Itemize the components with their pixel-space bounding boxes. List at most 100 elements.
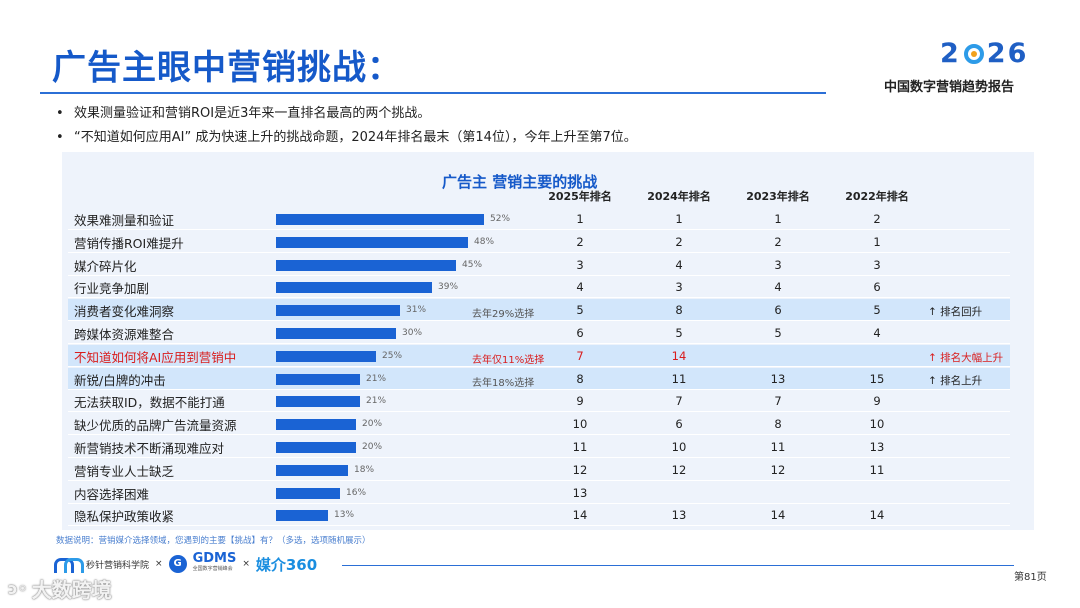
chart-row: 新营销技术不断涌现难应对 20% 11 10 11 13 — [68, 436, 1010, 458]
row-label: 效果难测量和验证 — [74, 213, 175, 228]
row-label: 营销传播ROI难提升 — [74, 235, 184, 251]
row-label: 新锐/白牌的冲击 — [74, 372, 166, 388]
rank-cell: 6 — [675, 417, 683, 432]
row-divider — [68, 457, 1010, 458]
rank-cell: 4 — [576, 280, 584, 295]
report-name: 中国数字营销趋势报告 — [884, 80, 1015, 95]
bar-value-label: 52% — [490, 214, 511, 224]
rank-cell: 8 — [774, 417, 782, 432]
rank-cell: 1 — [675, 212, 683, 226]
bar-value-label: 13% — [334, 510, 355, 521]
times-sign: × — [242, 559, 250, 569]
chart-row: 不知道如何将AI应用到营销中 25% 去年仅11%选择 7 14 ↑ 排名大幅上升 — [68, 344, 1010, 367]
rank-cell: 13 — [869, 440, 885, 454]
rank-cell: 7 — [675, 394, 683, 409]
row-divider — [68, 411, 1010, 413]
bar — [276, 419, 356, 431]
rank-cell: 11 — [572, 440, 588, 454]
trend-note: ↑ 排名上升 — [928, 374, 983, 387]
rank-cell: 11 — [770, 440, 786, 454]
rank-cell: 3 — [873, 257, 881, 272]
rank-cell: 15 — [869, 371, 885, 386]
rank-cell: 13 — [671, 508, 687, 523]
column-header: 2023年排名 — [746, 190, 810, 203]
bar — [276, 350, 376, 362]
rank-cell: 3 — [774, 257, 782, 272]
bar-value-label: 20% — [362, 419, 383, 430]
rank-cell: 12 — [770, 462, 786, 477]
rank-cell: 14 — [572, 508, 588, 523]
times-sign: × — [155, 559, 163, 569]
rank-cell: 1 — [774, 212, 782, 226]
rank-cell: 4 — [873, 326, 881, 340]
row-label: 不知道如何将AI应用到营销中 — [74, 349, 237, 365]
page-title: 广告主眼中营销挑战： — [52, 48, 402, 88]
watermark-text: 大数跨境 — [31, 578, 112, 602]
row-label: 内容选择困难 — [74, 486, 150, 502]
rank-cell: 10 — [671, 440, 687, 454]
rank-cell: 1 — [873, 234, 881, 249]
bar — [276, 282, 432, 294]
bar-value-label: 48% — [474, 236, 495, 247]
rank-cell: 7 — [576, 348, 584, 363]
rank-cell: 10 — [869, 417, 885, 432]
row-divider — [68, 502, 1010, 504]
rank-cell: 3 — [576, 257, 584, 272]
chart-row: 营销传播ROI难提升 48% 2 2 2 1 — [68, 231, 1010, 253]
rank-cell: 9 — [576, 394, 584, 409]
row-label: 跨媒体资源难整合 — [74, 327, 175, 342]
trend-note: ↑ 排名回升 — [928, 306, 983, 319]
rank-cell: 2 — [873, 212, 881, 226]
rank-cell: 14 — [869, 508, 885, 523]
row-label: 媒介碎片化 — [74, 258, 137, 274]
row-divider — [68, 388, 1010, 390]
rank-cell: 1 — [576, 212, 584, 226]
row-label: 缺少优质的品牌广告流量资源 — [74, 418, 237, 434]
chart-row: 营销专业人士缺乏 18% 12 12 12 11 — [68, 459, 1010, 481]
rank-cell: 14 — [770, 508, 786, 523]
row-label: 新营销技术不断涌现难应对 — [74, 441, 225, 456]
row-divider — [68, 365, 1010, 367]
rank-cell: 5 — [774, 326, 782, 340]
ring-icon — [963, 43, 984, 64]
brand-year-logo: 2 26 — [940, 38, 1028, 69]
trend-note: ↑ 排名大幅上升 — [928, 351, 1004, 364]
column-header: 2024年排名 — [647, 190, 711, 203]
rank-cell: 12 — [572, 462, 588, 477]
watermark-icon: ↄ◦ — [8, 579, 28, 598]
page-number: 第81页 — [1014, 572, 1047, 583]
chart-title: 广告主 营销主要的挑战 — [442, 173, 598, 191]
row-divider — [68, 343, 1010, 344]
chart-row: 效果难测量和验证 52% 1 1 1 2 — [68, 208, 1010, 230]
bar-value-label: 25% — [382, 350, 403, 361]
rank-cell: 2 — [675, 234, 683, 249]
rank-cell: 12 — [671, 462, 687, 477]
bullet-item: “不知道如何应用AI” 成为快速上升的挑战命题，2024年排名最末（第14位），… — [56, 128, 637, 152]
bar — [276, 373, 360, 385]
bar-value-label: 31% — [406, 305, 427, 316]
gdms-logo-icon: G — [168, 555, 187, 573]
row-note: 去年仅11%选择 — [472, 354, 545, 366]
rank-cell: 3 — [675, 280, 683, 295]
chart-row: 跨媒体资源难整合 30% 6 5 5 4 — [68, 322, 1010, 344]
row-label: 营销专业人士缺乏 — [74, 463, 175, 479]
chart-row: 消费者变化难洞察 31% 去年29%选择 5 8 6 5 ↑ 排名回升 — [68, 299, 1010, 322]
miaozhen-logo-icon — [54, 556, 84, 573]
row-note: 去年29%选择 — [472, 309, 535, 321]
rank-cell: 13 — [770, 371, 786, 386]
rank-cell: 4 — [675, 257, 683, 272]
chart-row: 行业竞争加剧 39% 4 3 4 6 — [68, 276, 1010, 299]
miaozhen-name: 秒针营销科学院 — [86, 560, 150, 571]
row-label: 隐私保护政策收紧 — [74, 509, 175, 525]
bar-value-label: 39% — [438, 282, 459, 293]
chart-row: 隐私保护政策收紧 13% 14 13 14 14 — [68, 504, 1010, 527]
rank-cell: 5 — [873, 303, 881, 318]
bar — [276, 510, 328, 522]
bar — [276, 328, 396, 339]
row-divider — [68, 320, 1010, 322]
chart-row: 无法获取ID，数据不能打通 21% 9 7 7 9 — [68, 390, 1010, 413]
rank-cell: 7 — [774, 394, 782, 409]
rank-cell: 9 — [873, 394, 881, 409]
partner-logos: 秒针营销科学院 × G GDMS 全国数字营销峰会 × 媒介360 — [54, 552, 317, 576]
bar — [276, 305, 400, 317]
